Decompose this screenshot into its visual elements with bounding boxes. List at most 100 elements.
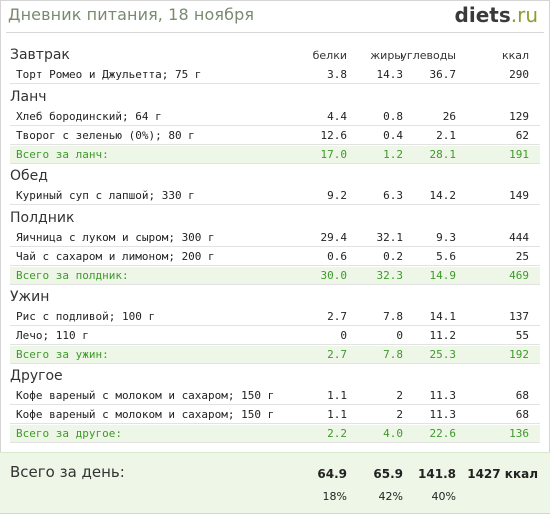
carbs-value: 9.3 [436,231,456,244]
carbs-value: 11.3 [429,389,457,402]
kcal-value: 192 [509,348,529,361]
carbs-value: 2.1 [436,129,456,142]
day-carbs-percent: 40% [431,490,456,503]
fat-value: 7.8 [383,310,403,323]
day-total-fat: 65.9 [373,467,403,481]
kcal-value: 191 [509,148,529,161]
food-name: Торт Ромео и Джульетта; 75 г [16,68,202,81]
food-row: Лечо; 110 г 0 0 11.2 55 [10,327,540,345]
meal-total-row: Всего за ужин: 2.7 7.8 25.3 192 [10,346,540,364]
fat-value: 14.3 [376,68,404,81]
fat-value: 32.1 [376,231,404,244]
meal-heading-supper: Ужин [10,289,50,305]
protein-value: 29.4 [320,231,348,244]
food-row: Чай с сахаром и лимоном; 200 г 0.6 0.2 5.6 2… [10,248,540,266]
food-name: Хлеб бородинский; 64 г [16,110,162,123]
fat-value: 0 [396,329,403,342]
meal-heading-other: Другое [10,368,63,384]
kcal-value: 25 [515,250,529,263]
day-total-carbs: 141.8 [418,467,456,481]
meal-total-row: Всего за полдник: 30.0 32.3 14.9 469 [10,267,540,285]
food-name: Рис с подливой; 100 г [16,310,156,323]
fat-value: 0.4 [383,129,403,142]
day-fat-percent: 42% [378,490,403,503]
food-row: Творог с зеленью (0%); 80 г 12.6 0.4 2.1 62 [10,127,540,145]
carbs-value: 22.6 [429,427,457,440]
food-row: Кофе вареный с молоком и сахаром; 150 г 1… [10,387,540,405]
meal-total-label: Всего за ужин: [16,348,109,361]
protein-value: 1.1 [327,389,347,402]
kcal-value: 149 [509,189,529,202]
protein-value: 17.0 [320,148,348,161]
food-name: Творог с зеленью (0%); 80 г [16,129,195,142]
food-name: Кофе вареный с молоком и сахаром; 150 г [16,389,275,402]
col-header-carbs: углеводы [400,49,456,62]
meal-heading-breakfast: Завтрак [10,47,70,63]
carbs-value: 11.3 [429,408,457,421]
logo-tld: .ru [510,3,538,27]
meal-total-row: Всего за другое: 2.2 4.0 22.6 136 [10,425,540,443]
protein-value: 3.8 [327,68,347,81]
kcal-value: 68 [515,408,529,421]
meal-total-row: Всего за ланч: 17.0 1.2 28.1 191 [10,146,540,164]
carbs-value: 14.9 [429,269,457,282]
meal-heading-snack: Полдник [10,210,75,226]
day-total-protein: 64.9 [317,467,347,481]
food-name: Кофе вареный с молоком и сахаром; 150 г [16,408,275,421]
food-name: Чай с сахаром и лимоном; 200 г [16,250,215,263]
protein-value: 9.2 [327,189,347,202]
protein-value: 2.7 [327,348,347,361]
fat-value: 7.8 [383,348,403,361]
kcal-value: 290 [509,68,529,81]
fat-value: 2 [396,408,403,421]
fat-value: 32.3 [376,269,404,282]
col-header-fat: жиры [370,49,403,62]
meal-heading-dinner: Обед [10,168,48,184]
kcal-value: 55 [515,329,529,342]
food-name: Лечо; 110 г [16,329,89,342]
meal-total-label: Всего за полдник: [16,269,129,282]
day-total-block: Всего за день: 64.9 65.9 141.8 1427 ккал… [0,452,550,513]
kcal-value: 444 [509,231,529,244]
food-row: Рис с подливой; 100 г 2.7 7.8 14.1 137 [10,308,540,326]
fat-value: 0.8 [383,110,403,123]
day-total-kcal: 1427 ккал [467,467,538,481]
fat-value: 0.2 [383,250,403,263]
carbs-value: 25.3 [429,348,457,361]
protein-value: 12.6 [320,129,348,142]
protein-value: 0.6 [327,250,347,263]
carbs-value: 36.7 [429,68,457,81]
carbs-value: 26 [442,110,456,123]
kcal-value: 68 [515,389,529,402]
kcal-value: 137 [509,310,529,323]
meal-total-label: Всего за другое: [16,427,122,440]
meal-heading-lunch: Ланч [10,89,47,105]
page-title: Дневник питания, 18 ноября [8,5,255,24]
kcal-value: 129 [509,110,529,123]
carbs-value: 28.1 [429,148,457,161]
meal-total-label: Всего за ланч: [16,148,109,161]
protein-value: 4.4 [327,110,347,123]
fat-value: 2 [396,389,403,402]
food-name: Яичница с луком и сыром; 300 г [16,231,215,244]
logo-main: diets [454,3,511,27]
fat-value: 1.2 [383,148,403,161]
fat-value: 6.3 [383,189,403,202]
day-protein-percent: 18% [322,490,347,503]
carbs-value: 11.2 [429,329,457,342]
day-total-label: Всего за день: [10,463,125,481]
kcal-value: 469 [509,269,529,282]
carbs-value: 14.2 [429,189,457,202]
carbs-value: 5.6 [436,250,456,263]
food-row: Яичница с луком и сыром; 300 г 29.4 32.1 9.… [10,229,540,247]
protein-value: 2.2 [327,427,347,440]
food-row: Куриный суп с лапшой; 330 г 9.2 6.3 14.2 149 [10,187,540,205]
col-header-kcal: ккал [501,49,529,62]
kcal-value: 62 [515,129,529,142]
food-row: Торт Ромео и Джульетта; 75 г 3.8 14.3 36.7 2… [10,66,540,84]
col-header-protein: белки [312,49,347,62]
site-logo[interactable]: diets.ru [455,3,538,27]
food-name: Куриный суп с лапшой; 330 г [16,189,195,202]
fat-value: 4.0 [383,427,403,440]
kcal-value: 136 [509,427,529,440]
